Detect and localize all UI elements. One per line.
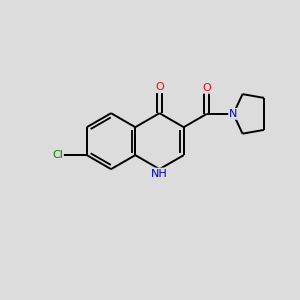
Text: O: O: [202, 83, 211, 93]
Text: O: O: [155, 82, 164, 92]
Text: Cl: Cl: [52, 150, 63, 160]
Text: N: N: [229, 109, 238, 119]
Text: NH: NH: [151, 169, 168, 178]
